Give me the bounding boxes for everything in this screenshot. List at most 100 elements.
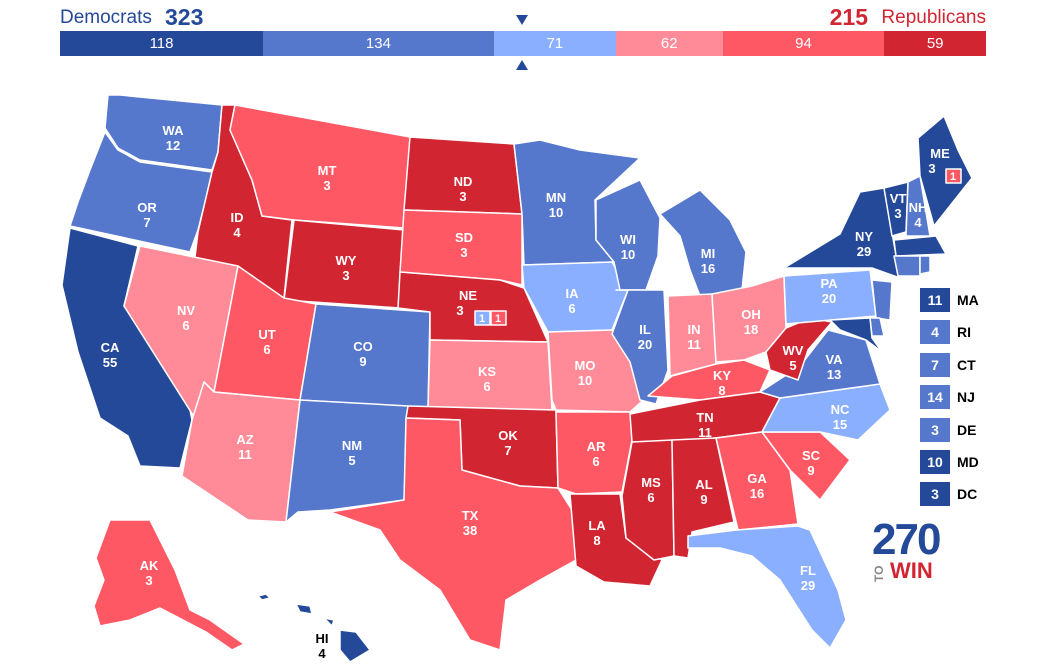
small-state-dc[interactable]: 3 DC	[920, 482, 1040, 507]
electoral-vote-bar: 118 134 71 62 94 59	[60, 31, 986, 56]
state-ev-mi: 16	[701, 261, 715, 276]
state-la[interactable]	[569, 493, 663, 587]
democrats-label: Democrats	[60, 7, 152, 28]
state-abbr-ny: NY	[855, 229, 873, 244]
small-state-abbr: CT	[957, 356, 976, 373]
state-abbr-nd: ND	[454, 174, 473, 189]
state-ev-al: 9	[700, 492, 707, 507]
small-state-ct[interactable]: 7 CT	[920, 352, 1040, 377]
state-abbr-hi: HI	[316, 631, 329, 646]
state-nj[interactable]	[871, 279, 893, 321]
state-ev-ca: 55	[103, 355, 117, 370]
state-ev-ga: 16	[750, 486, 764, 501]
state-abbr-wa: WA	[163, 123, 185, 138]
small-state-ev: 3	[920, 417, 950, 442]
logo-number: 270	[872, 515, 941, 564]
state-wv[interactable]	[765, 317, 833, 381]
state-abbr-fl: FL	[800, 563, 816, 578]
state-ev-ky: 8	[718, 383, 725, 398]
bar-segment: 94	[722, 31, 885, 56]
state-ev-la: 8	[593, 533, 600, 548]
state-ev-ks: 6	[483, 379, 490, 394]
small-state-nj[interactable]: 14 NJ	[920, 385, 1040, 410]
state-sd[interactable]	[399, 209, 523, 286]
state-ct[interactable]	[893, 255, 921, 277]
state-ev-nd: 3	[459, 189, 466, 204]
state-abbr-ky: KY	[713, 368, 731, 383]
state-ak[interactable]	[93, 519, 245, 651]
state-ev-mo: 10	[578, 373, 592, 388]
state-abbr-tn: TN	[696, 410, 713, 425]
me-cd2-label: 1	[950, 171, 956, 183]
state-abbr-mn: MN	[546, 190, 566, 205]
logo-to: TO	[872, 565, 886, 582]
state-abbr-pa: PA	[820, 276, 838, 291]
state-mi[interactable]	[659, 189, 747, 297]
state-ga[interactable]	[715, 431, 799, 531]
small-state-abbr: MD	[957, 453, 979, 470]
state-md[interactable]	[829, 317, 883, 353]
state-ny[interactable]	[783, 187, 901, 279]
state-ma[interactable]	[893, 235, 947, 257]
state-ev-or: 7	[143, 215, 150, 230]
state-ev-nv: 6	[182, 318, 189, 333]
state-ev-ak: 3	[145, 573, 152, 588]
state-ev-me: 3	[928, 161, 935, 176]
state-ev-in: 11	[687, 337, 701, 352]
state-hi[interactable]	[257, 593, 371, 663]
small-state-ev: 4	[920, 320, 950, 345]
small-state-de[interactable]: 3 DE	[920, 417, 1040, 442]
state-ev-oh: 18	[744, 322, 758, 337]
small-state-abbr: DE	[957, 421, 977, 438]
state-ev-ms: 6	[647, 490, 654, 505]
small-state-ev: 11	[920, 288, 950, 312]
democrats-total: 323	[165, 4, 204, 30]
state-ev-sc: 9	[807, 463, 814, 478]
small-state-md[interactable]: 10 MD	[920, 449, 1040, 474]
state-abbr-co: CO	[353, 339, 373, 354]
state-abbr-nh: NH	[909, 200, 928, 215]
state-ev-tn: 11	[698, 425, 712, 440]
small-state-ev: 10	[920, 449, 950, 474]
state-abbr-oh: OH	[741, 307, 761, 322]
state-ev-mt: 3	[323, 178, 330, 193]
state-ev-mn: 10	[549, 205, 563, 220]
bar-segment: 134	[263, 31, 494, 56]
small-state-ma[interactable]: 11 MA	[920, 288, 1040, 312]
state-ev-ar: 6	[592, 454, 599, 469]
ne-cd1-box[interactable]	[474, 310, 491, 326]
state-abbr-mt: MT	[318, 163, 337, 178]
state-il[interactable]	[611, 289, 669, 405]
state-ev-wv: 5	[789, 358, 796, 373]
small-state-ev: 3	[920, 482, 950, 507]
me-cd2-box[interactable]	[945, 168, 962, 184]
state-ev-id: 4	[233, 225, 241, 240]
state-ev-nm: 5	[348, 453, 355, 468]
state-abbr-nv: NV	[177, 303, 195, 318]
state-ev-ny: 29	[857, 244, 871, 259]
state-abbr-me: ME	[930, 146, 950, 161]
bar-segment: 118	[60, 31, 264, 56]
republicans-total: 215	[829, 4, 868, 30]
state-abbr-la: LA	[588, 518, 606, 533]
state-me[interactable]	[917, 115, 973, 227]
state-abbr-ia: IA	[566, 286, 580, 301]
state-abbr-ne: NE	[459, 288, 477, 303]
state-ev-sd: 3	[460, 245, 467, 260]
state-fl[interactable]	[687, 525, 847, 649]
republicans-label: Republicans	[881, 7, 986, 28]
state-abbr-in: IN	[688, 322, 701, 337]
state-tx[interactable]	[329, 417, 577, 651]
small-state-ri[interactable]: 4 RI	[920, 320, 1040, 345]
ne-cd2-box[interactable]	[490, 310, 507, 326]
state-abbr-ks: KS	[478, 364, 496, 379]
bar-segment: 62	[615, 31, 723, 56]
state-abbr-ut: UT	[258, 327, 275, 342]
small-state-ev: 14	[920, 385, 950, 410]
state-ev-nc: 15	[833, 417, 847, 432]
state-abbr-ar: AR	[587, 439, 606, 454]
state-ev-fl: 29	[801, 578, 815, 593]
state-abbr-mo: MO	[575, 358, 596, 373]
small-state-ev: 7	[920, 352, 950, 377]
state-ri[interactable]	[919, 255, 931, 275]
